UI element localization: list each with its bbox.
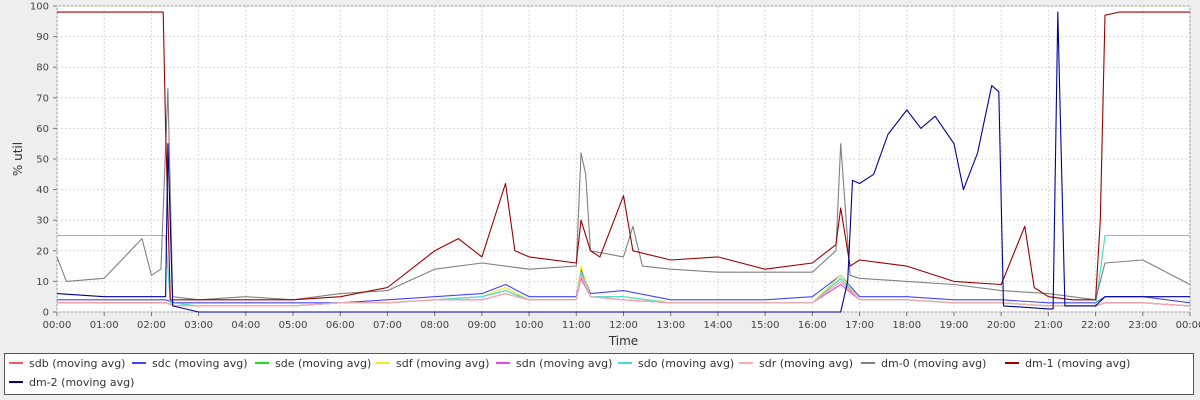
legend-label: dm-1 (moving avg) [1025, 357, 1131, 370]
x-tick-label: 00:00 [43, 320, 72, 331]
x-tick-label: 12:00 [609, 320, 638, 331]
x-tick-label: 06:00 [326, 320, 355, 331]
legend-swatch [9, 362, 23, 364]
y-tick-label: 20 [36, 246, 49, 257]
x-tick-label: 18:00 [892, 320, 921, 331]
legend-swatch [255, 362, 269, 364]
chart-legend: sdb (moving avg) sdc (moving avg) sde (mov… [4, 353, 1194, 395]
y-tick-label: 90 [36, 32, 49, 43]
x-tick-label: 07:00 [373, 320, 402, 331]
legend-label: sde (moving avg) [275, 357, 372, 370]
x-tick-label: 20:00 [987, 320, 1016, 331]
legend-item: sdf (moving avg) [376, 355, 489, 373]
y-tick-label: 0 [43, 308, 49, 319]
y-tick-label: 60 [36, 124, 49, 135]
series-line-6 [57, 274, 1191, 307]
x-tick-label: 08:00 [420, 320, 449, 331]
legend-item: dm-1 (moving avg) [1005, 355, 1130, 373]
legend-swatch [861, 362, 875, 364]
x-tick-label: 17:00 [845, 320, 874, 331]
x-tick-label: 22:00 [1081, 320, 1110, 331]
x-tick-label: 15:00 [751, 320, 780, 331]
x-tick-label: 14:00 [704, 320, 733, 331]
x-tick-label: 09:00 [467, 320, 496, 331]
legend-label: sdr (moving avg) [759, 357, 854, 370]
y-tick-label: 10 [36, 277, 49, 288]
y-tick-label: 80 [36, 63, 49, 74]
series-line-9 [56, 11, 1190, 313]
legend-label: sdo (moving avg) [638, 357, 735, 370]
legend-item: sdn (moving avg) [496, 355, 612, 373]
legend-label: dm-2 (moving avg) [29, 376, 135, 389]
legend-swatch [1005, 362, 1019, 364]
legend-item: dm-2 (moving avg) [9, 374, 134, 392]
legend-label: sdc (moving avg) [152, 357, 248, 370]
legend-swatch [9, 381, 23, 383]
x-tick-label: 00:00 [1176, 320, 1200, 331]
x-tick-label: 10:00 [515, 320, 544, 331]
legend-label: sdb (moving avg) [29, 357, 126, 370]
y-tick-label: 40 [36, 185, 49, 196]
line-chart: 0 10 20 30 40 50 60 70 80 90 100 00:00 01:00 02:00 03:… [11, 2, 1200, 349]
legend-swatch [496, 362, 510, 364]
x-tick-label: 16:00 [798, 320, 827, 331]
x-tick-label: 05:00 [279, 320, 308, 331]
x-tick-label: 19:00 [940, 320, 969, 331]
y-tick-label: 100 [30, 2, 49, 13]
x-axis-label: Time [608, 334, 638, 348]
legend-item: sdb (moving avg) [9, 355, 125, 373]
legend-label: sdn (moving avg) [516, 357, 613, 370]
legend-label: dm-0 (moving avg) [881, 357, 987, 370]
legend-label: sdf (moving avg) [396, 357, 490, 370]
x-tick-label: 01:00 [90, 320, 119, 331]
legend-item: sde (moving avg) [255, 355, 371, 373]
x-tick-label: 04:00 [231, 320, 260, 331]
legend-item: sdo (moving avg) [618, 355, 734, 373]
legend-item: dm-0 (moving avg) [861, 355, 986, 373]
legend-item: sdc (moving avg) [132, 355, 248, 373]
chart-area: 0 10 20 30 40 50 60 70 80 90 100 00:00 01:00 02:00 03:… [11, 2, 1200, 349]
legend-swatch [376, 362, 390, 364]
x-tick-label: 21:00 [1034, 320, 1063, 331]
y-tick-label: 30 [36, 216, 49, 227]
legend-item: sdr (moving avg) [739, 355, 853, 373]
y-tick-label: 70 [36, 93, 49, 104]
x-tick-label: 13:00 [656, 320, 685, 331]
x-tick-label: 03:00 [184, 320, 213, 331]
legend-swatch [739, 362, 753, 364]
legend-swatch [618, 362, 632, 364]
x-tick-label: 02:00 [137, 320, 166, 331]
x-tick-label: 23:00 [1128, 320, 1157, 331]
legend-swatch [132, 362, 146, 364]
y-axis-label: % util [11, 142, 25, 176]
x-tick-label: 11:00 [562, 320, 591, 331]
series-line-8 [57, 11, 1190, 301]
y-tick-label: 50 [36, 155, 49, 166]
